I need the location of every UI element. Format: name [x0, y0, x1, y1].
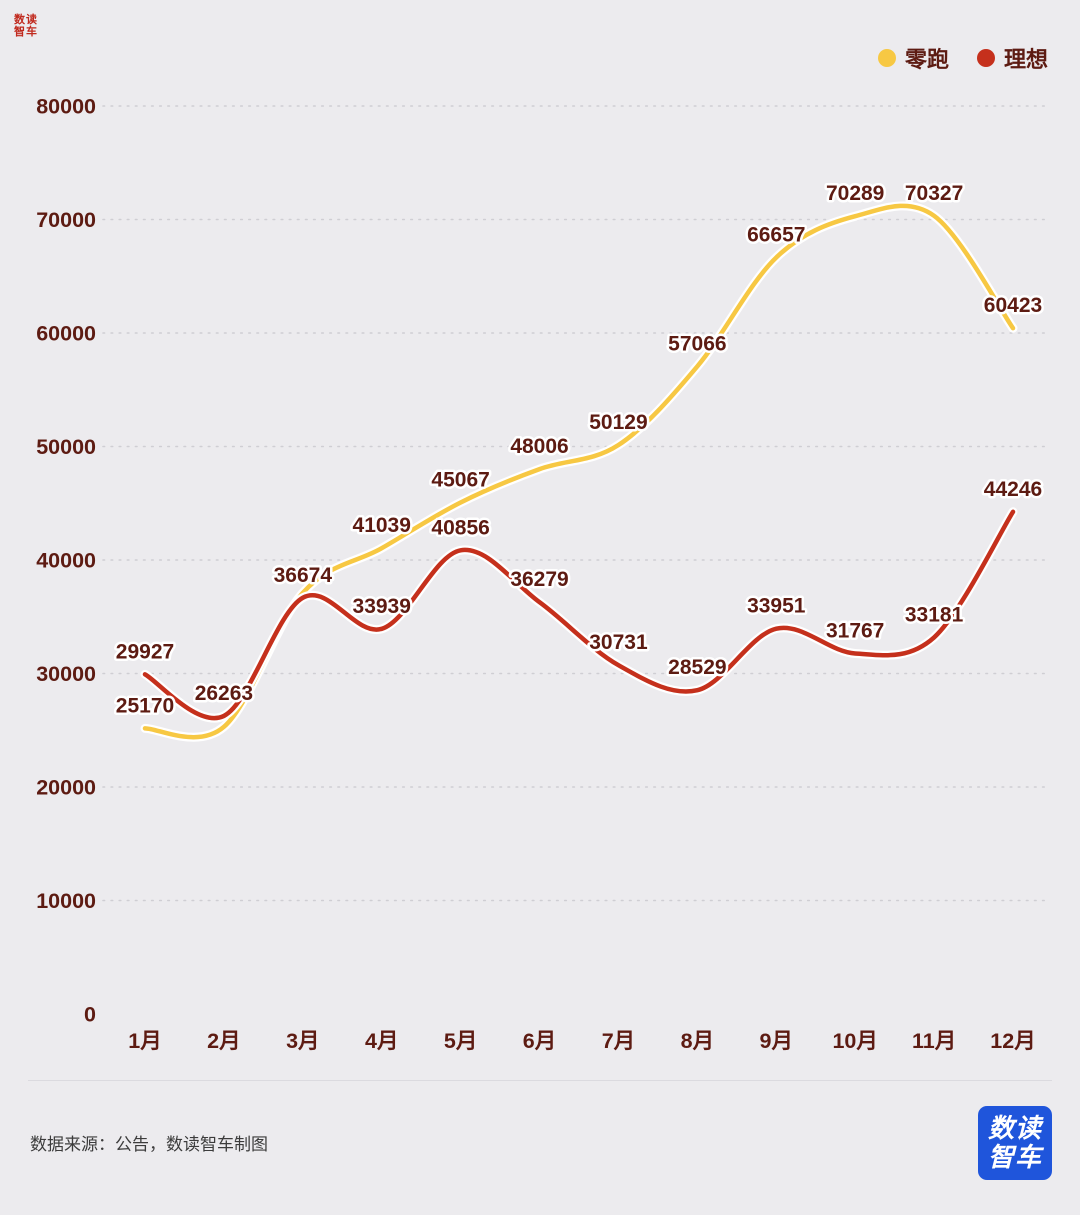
x-axis-label: 3月 [286, 1029, 319, 1053]
x-axis-label: 5月 [444, 1029, 477, 1053]
data-label-理想-1月: 29927 [116, 640, 174, 663]
data-label-零跑-6月: 48006 [510, 435, 568, 458]
data-label-零跑-7月: 50129 [589, 411, 647, 434]
y-axis-label: 50000 [36, 435, 96, 459]
data-label-零跑-5月: 45067 [431, 468, 489, 491]
y-axis-label: 30000 [36, 662, 96, 686]
x-axis-label: 11月 [912, 1029, 956, 1053]
data-label-零跑-10月: 70289 [826, 182, 884, 205]
legend-dot-red-icon [976, 49, 995, 67]
brand-logo: 数读 智车 [978, 1106, 1052, 1180]
y-axis-label: 60000 [36, 322, 96, 346]
data-label-理想-10月: 31767 [826, 619, 884, 642]
data-label-理想-5月: 40856 [431, 516, 489, 539]
x-axis-label: 7月 [602, 1029, 635, 1053]
x-axis-label: 2月 [207, 1029, 240, 1053]
data-label-理想-3月: 36674 [274, 564, 333, 587]
data-label-理想-8月: 28529 [668, 656, 726, 679]
y-axis-label: 10000 [36, 889, 96, 913]
data-label-零跑-11月: 70327 [905, 182, 963, 205]
brand-seal: 数读 智车 [14, 14, 38, 38]
brand-seal-line2: 智车 [14, 26, 38, 38]
data-label-理想-2月: 26263 [195, 682, 253, 705]
brand-logo-line1: 数读 [987, 1113, 1042, 1143]
x-axis-label: 8月 [681, 1029, 714, 1053]
data-label-零跑-8月: 57066 [668, 332, 726, 355]
x-axis-label: 10月 [832, 1029, 877, 1053]
y-axis-label: 40000 [36, 549, 96, 573]
data-label-理想-4月: 33939 [353, 595, 411, 618]
data-label-理想-12月: 44246 [984, 478, 1042, 501]
y-axis-label: 20000 [36, 776, 96, 800]
x-axis-label: 1月 [128, 1029, 161, 1053]
footer-divider [28, 1080, 1052, 1081]
line-chart: 0 10000 20000 30000 40000 50000 60000 70000 8000… [36, 95, 1048, 1053]
brand-seal-line1: 数读 [14, 14, 38, 26]
data-label-理想-9月: 33951 [747, 595, 806, 618]
data-label-零跑-4月: 41039 [353, 514, 411, 537]
data-label-理想-6月: 36279 [510, 568, 568, 591]
x-axis-label: 9月 [760, 1029, 793, 1053]
data-label-理想-11月: 33181 [905, 603, 964, 626]
series-halo-1 [140, 507, 1018, 723]
legend-dot-yellow-icon [877, 49, 896, 67]
data-label-零跑-1月: 25170 [116, 694, 174, 717]
y-axis-label: 0 [84, 1003, 96, 1027]
legend-label-lixiang: 理想 [1003, 47, 1048, 72]
data-label-零跑-12月: 60423 [984, 294, 1042, 317]
legend-item-lixiang[interactable]: 理想 [976, 42, 1048, 74]
legend: 零跑 理想 [877, 42, 1048, 74]
x-axis-label: 12月 [990, 1029, 1035, 1053]
brand-logo-line2: 智车 [987, 1142, 1042, 1172]
y-axis-label: 80000 [36, 95, 96, 119]
series-line-1 [142, 509, 1016, 721]
data-label-理想-7月: 30731 [589, 631, 648, 654]
x-axis-label: 6月 [523, 1029, 556, 1053]
legend-item-lingpao[interactable]: 零跑 [877, 42, 949, 74]
legend-label-lingpao: 零跑 [904, 47, 949, 72]
data-label-零跑-9月: 66657 [747, 223, 805, 246]
x-axis-label: 4月 [365, 1029, 398, 1053]
source-note: 数据来源：公告，数读智车制图 [30, 1135, 268, 1154]
y-axis-label: 70000 [36, 208, 96, 232]
